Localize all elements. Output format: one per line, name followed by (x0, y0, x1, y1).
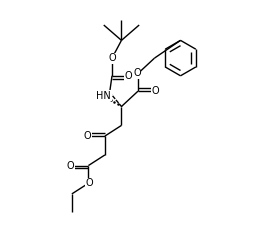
Text: O: O (108, 53, 116, 63)
Text: O: O (86, 178, 93, 188)
Text: O: O (125, 71, 132, 81)
Text: HN: HN (96, 91, 111, 101)
Text: O: O (152, 86, 160, 96)
Text: O: O (67, 161, 75, 171)
Text: O: O (83, 131, 91, 141)
Text: O: O (133, 68, 141, 78)
